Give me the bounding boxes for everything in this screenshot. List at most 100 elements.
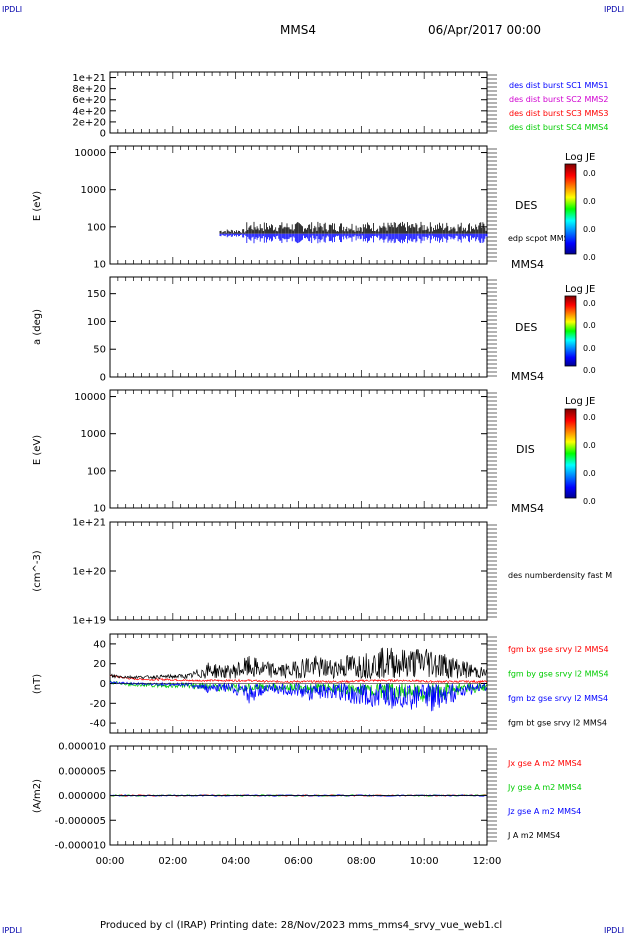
y-tick-label: 0.000010 <box>58 742 106 753</box>
des-pitch-probe-label: MMS4 <box>511 370 544 383</box>
colorbar-dis-energy-tick: 0.0 <box>583 441 596 450</box>
des-pitch-ylabel: a (deg) <box>32 309 43 345</box>
y-tick-label: -0.000005 <box>55 816 106 827</box>
y-tick-label: 1e+21 <box>72 73 106 84</box>
y-tick-label: 0.000005 <box>58 766 106 777</box>
colorbar-des-energy-tick: 0.0 <box>583 225 596 234</box>
y-tick-label: 1e+19 <box>72 616 106 627</box>
colorbar-des-energy-tick: 0.0 <box>583 169 596 178</box>
date-title: 06/Apr/2017 00:00 <box>428 23 541 37</box>
colorbar-dis-energy: Log JE 0.0 0.0 0.0 0.0 <box>564 396 596 506</box>
y-tick-label: 1000 <box>81 185 106 196</box>
y-tick-label: 100 <box>87 222 106 233</box>
current-legend-entry: J A m2 MMS4 <box>507 831 560 840</box>
fgm-legend-entry: fgm bt gse srvy l2 MMS4 <box>508 719 607 728</box>
x-tick-label: 04:00 <box>221 856 250 867</box>
y-tick-label: 2e+20 <box>72 117 106 128</box>
panel-dis-energy-frame <box>109 389 488 509</box>
colorbar-dis-energy-tick: 0.0 <box>583 469 596 478</box>
colorbar-dis-energy-title: Log JE <box>565 396 595 407</box>
corner-label-bottom-left: IPDLI <box>2 926 22 934</box>
y-tick-label: 1e+20 <box>72 567 106 578</box>
y-tick-label: 100 <box>87 466 106 477</box>
panel-des-pitch-frame <box>109 276 488 378</box>
colorbar-dis-energy-tick: 0.0 <box>583 413 596 422</box>
y-tick-label: 50 <box>93 345 106 356</box>
corner-label-top-right: IPDLI <box>604 5 624 14</box>
fgm-legend-entry: fgm by gse srvy l2 MMS4 <box>508 670 609 679</box>
current-legend-entry: Jz gse A m2 MMS4 <box>507 807 581 816</box>
colorbar-des-pitch: Log JE 0.0 0.0 0.0 0.0 <box>564 284 596 375</box>
y-tick-label: 0 <box>100 679 106 690</box>
y-tick-label: 4e+20 <box>72 106 106 117</box>
y-tick-label: 150 <box>87 289 106 300</box>
colorbar-des-energy: Log JE 0.0 0.0 0.0 0.0 <box>564 152 596 262</box>
y-tick-label: 10000 <box>74 392 106 403</box>
colorbar-des-pitch-tick: 0.0 <box>583 344 596 353</box>
panel-burst-frame <box>109 71 488 134</box>
y-tick-label: 10000 <box>74 148 106 159</box>
des-energy-species-label: DES <box>515 199 537 212</box>
colorbar-des-energy-tick: 0.0 <box>583 197 596 206</box>
x-tick-label: 12:00 <box>473 856 502 867</box>
y-tick-label: -20 <box>90 699 106 710</box>
corner-label-top-left: IPDLI <box>2 5 22 14</box>
fgm-ylabel: (nT) <box>32 674 43 694</box>
burst-legend-entry: des dist burst SC3 MMS3 <box>509 109 608 118</box>
y-tick-label: 20 <box>93 659 106 670</box>
colorbar-des-pitch-tick: 0.0 <box>583 299 596 308</box>
y-tick-label: 6e+20 <box>72 95 106 106</box>
y-tick-label: 0.000000 <box>58 791 106 802</box>
scpot-trace-blue <box>219 233 488 244</box>
corner-label-bottom-right: IPDLI <box>604 926 624 934</box>
spacecraft-title: MMS4 <box>280 23 316 37</box>
burst-legend-entry: des dist burst SC2 MMS2 <box>509 95 608 104</box>
des-energy-ylabel: E (eV) <box>32 191 43 221</box>
footer-credit: Produced by cl (IRAP) Printing date: 28/… <box>100 920 502 931</box>
burst-legend-entry: des dist burst SC1 MMS1 <box>509 81 608 90</box>
y-tick-label: 100 <box>87 317 106 328</box>
y-tick-label: 10 <box>93 504 106 515</box>
des-energy-probe-label: MMS4 <box>511 258 544 271</box>
scpot-trace-black <box>219 221 488 234</box>
y-tick-label: -40 <box>90 719 106 730</box>
fgm-series-line <box>109 647 488 680</box>
y-tick-label: 1e+21 <box>72 518 106 529</box>
burst-legend-entry: des dist burst SC4 MMS4 <box>509 123 608 132</box>
x-tick-label: 00:00 <box>96 856 125 867</box>
colorbar-dis-energy-tick: 0.0 <box>583 497 596 506</box>
fgm-legend-entry: fgm bx gse srvy l2 MMS4 <box>508 645 609 654</box>
density-legend-label: des numberdensity fast M <box>508 571 612 580</box>
dis-energy-species-label: DIS <box>516 443 535 456</box>
current-legend-entry: Jx gse A m2 MMS4 <box>507 759 582 768</box>
colorbar-des-energy-title: Log JE <box>565 152 595 163</box>
fgm-series-line <box>109 680 488 712</box>
fgm-legend-entry: fgm bz gse srvy l2 MMS4 <box>508 694 608 703</box>
colorbar-dis-energy-gradient <box>564 408 577 499</box>
y-tick-label: 0 <box>100 129 106 140</box>
colorbar-des-energy-tick: 0.0 <box>583 253 596 262</box>
dis-energy-probe-label: MMS4 <box>511 502 544 515</box>
y-tick-label: 0 <box>100 373 106 384</box>
y-tick-label: -0.000010 <box>55 841 106 852</box>
current-ylabel: (A/m2) <box>32 779 43 813</box>
colorbar-des-pitch-tick: 0.0 <box>583 321 596 330</box>
x-tick-label: 02:00 <box>158 856 187 867</box>
x-tick-label: 10:00 <box>410 856 439 867</box>
y-tick-label: 1000 <box>81 429 106 440</box>
colorbar-des-pitch-tick: 0.0 <box>583 366 596 375</box>
y-tick-label: 10 <box>93 260 106 271</box>
des-pitch-species-label: DES <box>515 321 537 334</box>
current-legend-entry: Jy gse A m2 MMS4 <box>507 783 582 792</box>
colorbar-des-energy-gradient <box>564 163 577 255</box>
des-energy-overlay-label: edp scpot MMS4 <box>508 234 574 243</box>
dis-energy-ylabel: E (eV) <box>32 435 43 465</box>
y-tick-label: 40 <box>93 639 106 650</box>
x-tick-label: 06:00 <box>284 856 313 867</box>
y-tick-label: 8e+20 <box>72 84 106 95</box>
fgm-series-line <box>109 674 488 684</box>
colorbar-des-pitch-gradient <box>564 295 577 367</box>
axis-ticks-layer: 1e+218e+206e+204e+202e+20010000100010010… <box>55 72 502 867</box>
panel-des-energy-frame <box>109 145 488 265</box>
